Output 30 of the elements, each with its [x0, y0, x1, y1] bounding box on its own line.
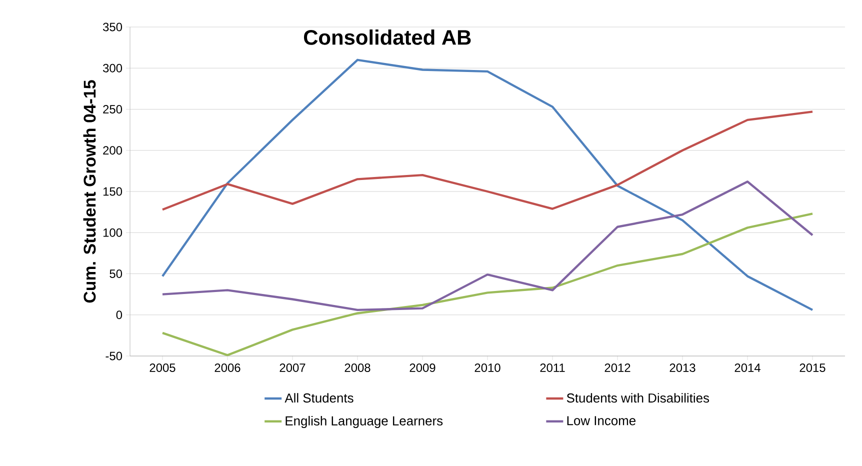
y-tick-label: 100: [103, 228, 122, 237]
x-tick-label: 2014: [734, 364, 760, 372]
x-tick-label: 2009: [410, 364, 436, 372]
legend-label: Low Income: [567, 416, 636, 426]
chart-title: Consolidated AB: [304, 29, 471, 45]
y-tick-label: 200: [103, 146, 122, 155]
x-tick-label: 2015: [800, 364, 826, 372]
legend-label: All Students: [284, 393, 354, 403]
line-series: [161, 180, 814, 312]
legend-label: English Language Learners: [286, 416, 443, 428]
x-tick-label: 2013: [670, 364, 696, 372]
x-tick-label: 2005: [150, 364, 176, 372]
y-tick-label: -50: [106, 352, 122, 360]
x-tick-label: 2008: [344, 364, 370, 372]
y-tick-label: 250: [103, 105, 122, 114]
legend-label: Students with Disabilities: [566, 393, 710, 403]
x-tick-label: 2011: [540, 364, 565, 372]
y-axis-title: Cum. Student Growth 04-15: [83, 80, 96, 303]
x-tick-label: 2007: [280, 364, 306, 372]
y-tick-label: 350: [103, 22, 122, 32]
line-series: [161, 212, 814, 356]
y-tick-label: 50: [110, 270, 122, 278]
x-tick-label: 2006: [214, 364, 240, 372]
y-tick-label: 150: [103, 187, 122, 196]
line-series: [161, 58, 814, 312]
y-tick-label: 300: [103, 64, 122, 72]
y-tick-label: 0: [116, 310, 122, 320]
line-series: [161, 110, 814, 211]
x-tick-label: 2010: [474, 364, 500, 372]
x-tick-label: 2012: [604, 364, 630, 372]
